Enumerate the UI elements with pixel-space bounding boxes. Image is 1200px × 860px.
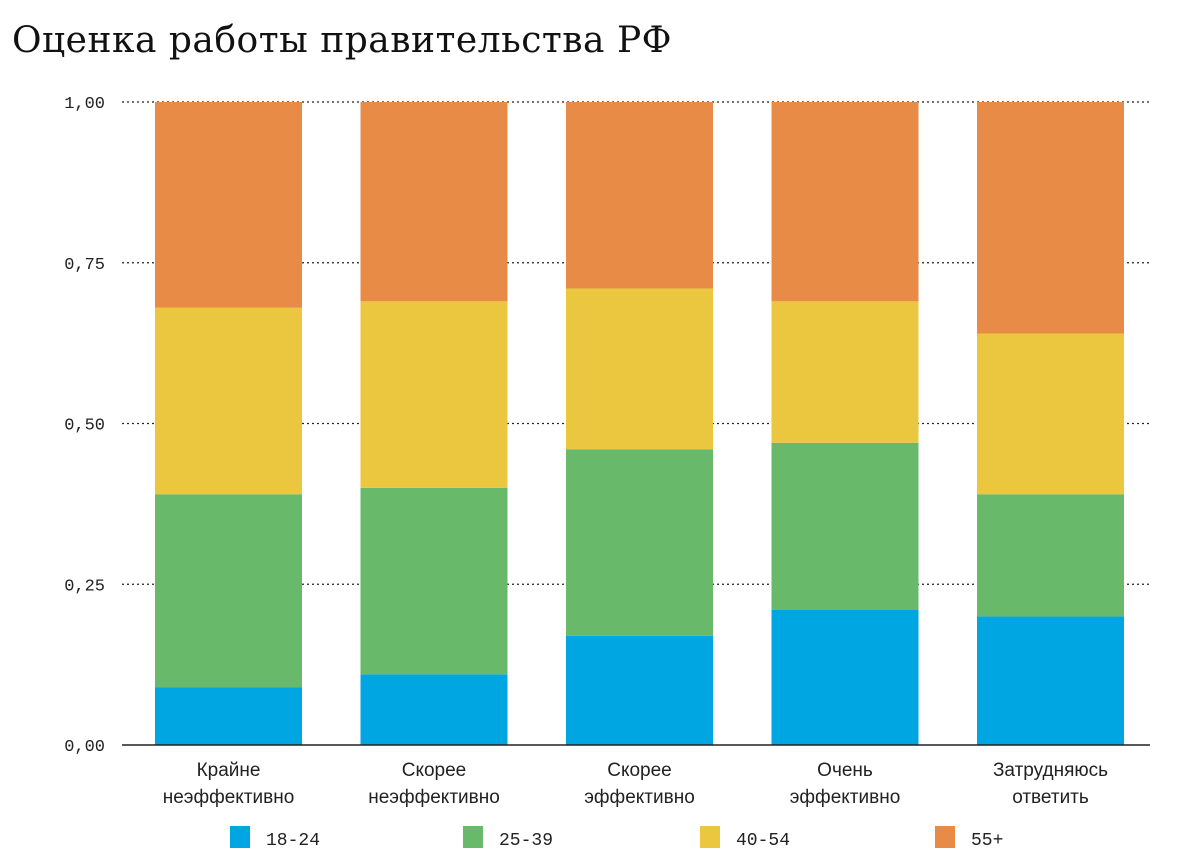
x-category-label: эффективно xyxy=(584,787,695,808)
bar-segment-18-24 xyxy=(977,616,1124,745)
y-tick-label: 0,25 xyxy=(64,577,105,596)
x-category-label: Скорее xyxy=(402,760,467,781)
bar-segment-25-39 xyxy=(566,449,713,636)
legend-label: 40-54 xyxy=(736,831,790,851)
legend-label: 25-39 xyxy=(499,831,553,851)
bar-segment-55+ xyxy=(360,102,508,302)
x-category-label: Очень xyxy=(817,760,873,781)
legend-swatch xyxy=(463,826,483,848)
bar-segment-40-54 xyxy=(771,301,919,443)
bar-segment-25-39 xyxy=(360,487,508,675)
x-category-label: Крайне xyxy=(197,760,261,781)
bar-segment-40-54 xyxy=(977,333,1124,495)
bar-segment-25-39 xyxy=(155,494,302,688)
bar-segment-25-39 xyxy=(977,494,1124,617)
bar-segment-18-24 xyxy=(566,635,713,745)
bar-segment-40-54 xyxy=(566,288,713,450)
x-category-label: неэффективно xyxy=(163,787,295,808)
bar-segment-25-39 xyxy=(771,442,919,610)
x-category-label: ответить xyxy=(1012,787,1089,808)
bar-segment-40-54 xyxy=(155,307,302,495)
bar-segment-55+ xyxy=(155,102,302,308)
x-category-label: Скорее xyxy=(607,760,672,781)
y-tick-label: 0,75 xyxy=(64,256,105,275)
legend-swatch xyxy=(700,826,720,848)
bar-segment-18-24 xyxy=(360,674,508,745)
bar-segment-18-24 xyxy=(771,609,919,745)
bar-segment-18-24 xyxy=(155,687,302,745)
legend-label: 55+ xyxy=(971,831,1003,851)
bar-segment-55+ xyxy=(566,102,713,289)
bar-segment-55+ xyxy=(977,102,1124,334)
chart-title: Оценка работы правительства РФ xyxy=(12,20,673,61)
legend-swatch xyxy=(935,826,955,848)
x-category-label: Затрудняюсь xyxy=(993,760,1108,781)
y-tick-label: 0,00 xyxy=(64,738,105,757)
y-tick-label: 1,00 xyxy=(64,95,105,114)
x-category-label: эффективно xyxy=(790,787,901,808)
legend-label: 18-24 xyxy=(266,831,320,851)
bar-segment-40-54 xyxy=(360,301,508,488)
x-category-label: неэффективно xyxy=(368,787,500,808)
legend-swatch xyxy=(230,826,250,848)
bar-segment-55+ xyxy=(771,102,919,302)
y-tick-label: 0,50 xyxy=(64,417,105,436)
